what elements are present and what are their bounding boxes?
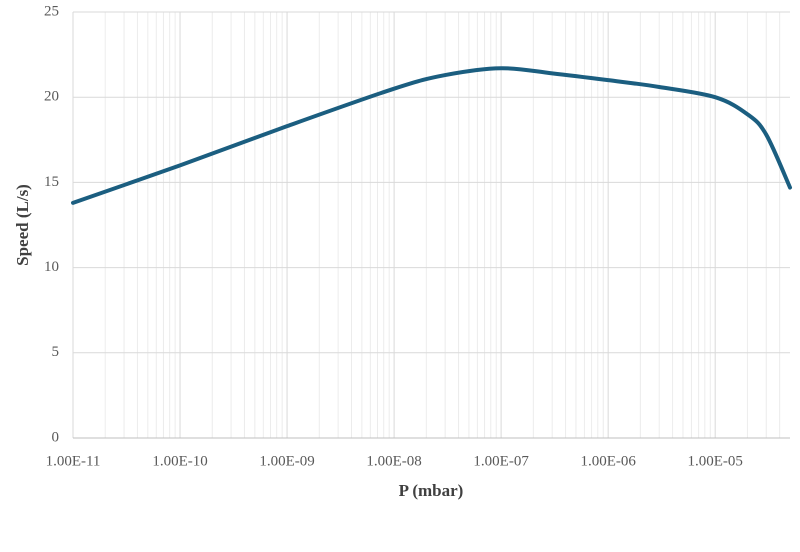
x-tick-label: 1.00E-07 xyxy=(473,453,529,469)
y-tick-label: 0 xyxy=(52,429,60,445)
y-tick-label: 5 xyxy=(52,344,60,360)
y-tick-label: 20 xyxy=(44,89,59,105)
y-axis-title: Speed (L/s) xyxy=(13,184,32,266)
x-tick-label: 1.00E-08 xyxy=(366,453,421,469)
x-tick-label: 1.00E-10 xyxy=(152,453,207,469)
y-tick-label: 25 xyxy=(44,3,59,19)
x-axis-title: P (mbar) xyxy=(399,481,464,500)
x-tick-label: 1.00E-09 xyxy=(259,453,314,469)
x-tick-label: 1.00E-11 xyxy=(46,453,101,469)
x-tick-label: 1.00E-06 xyxy=(580,453,636,469)
y-tick-label: 10 xyxy=(44,259,59,275)
y-tick-label: 15 xyxy=(44,174,59,190)
data-line xyxy=(71,66,792,205)
x-tick-label: 1.00E-05 xyxy=(687,453,742,469)
